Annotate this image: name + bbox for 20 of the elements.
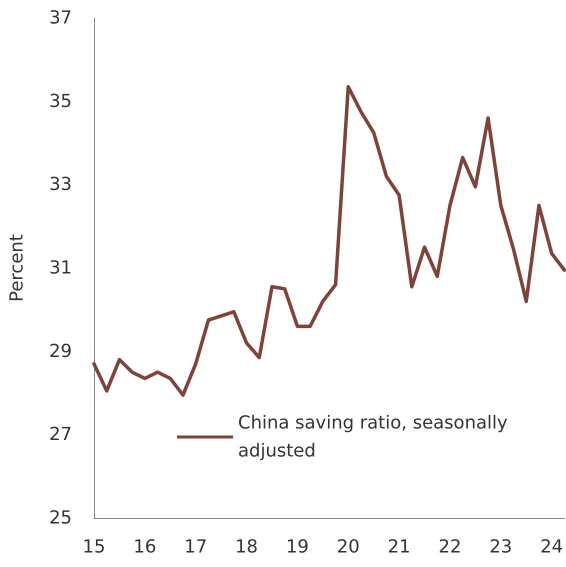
x-tick-label: 18 [235, 536, 258, 558]
legend-label: China saving ratio, seasonally adjusted [238, 412, 514, 462]
x-tick-label: 15 [82, 536, 106, 558]
x-tick-label: 16 [133, 536, 156, 558]
x-tick-label: 22 [438, 536, 462, 558]
line-series [92, 85, 566, 397]
y-axis-title: Percent [6, 234, 28, 302]
y-tick-label: 33 [49, 174, 72, 196]
x-tick-label: 17 [184, 536, 208, 558]
y-tick-label: 31 [49, 258, 72, 278]
x-tick-label: 23 [489, 536, 512, 558]
x-tick-label: 20 [336, 536, 360, 558]
y-tick-label: 29 [49, 340, 72, 362]
x-tick-label: 19 [286, 536, 309, 558]
y-tick-label: 27 [49, 424, 72, 446]
x-tick-label: 21 [388, 536, 411, 558]
y-tick-label: 35 [49, 90, 72, 112]
y-tick-label: 25 [49, 508, 72, 528]
x-tick-label: 24 [540, 536, 564, 558]
y-tick-label: 37 [49, 8, 72, 28]
